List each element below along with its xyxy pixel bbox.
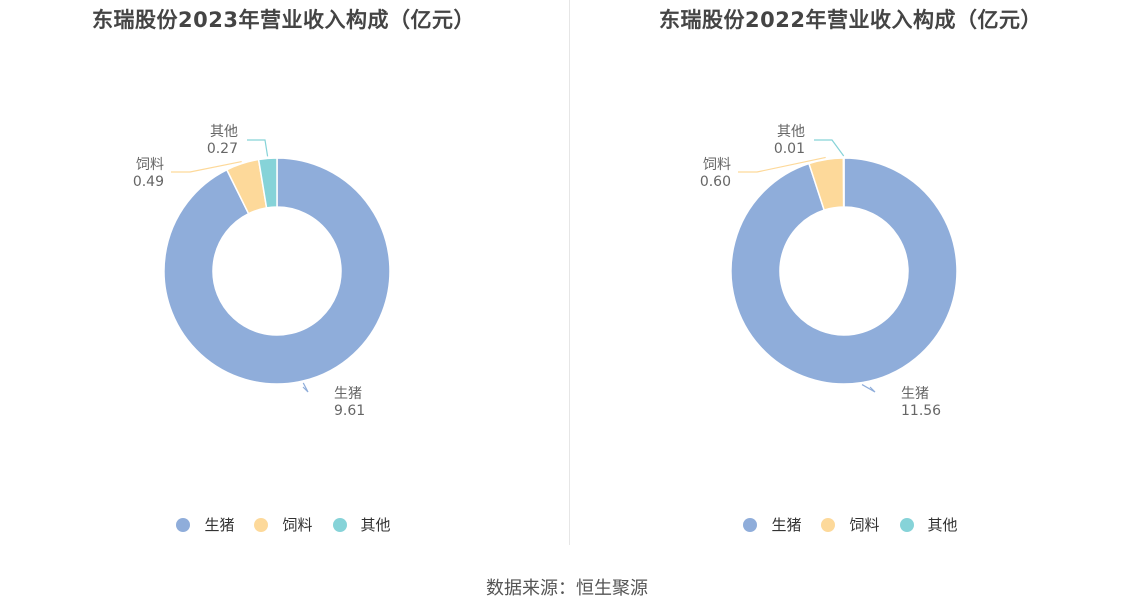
legend-item-feed[interactable]: 饲料 (821, 514, 880, 535)
label-leader-line (738, 156, 826, 173)
slice-label-name: 饲料 (703, 157, 731, 173)
chart-panel-2023: 东瑞股份2023年营业收入构成（亿元） 生猪 9.61 饲料 0.49 其他 0.27 生… (0, 0, 567, 545)
legend-label: 饲料 (849, 516, 880, 534)
legend-item-pig[interactable]: 生猪 (176, 514, 234, 535)
slice-label-value: 11.56 (901, 403, 941, 419)
chart-title: 东瑞股份2023年营业收入构成（亿元） (92, 8, 475, 32)
chart-legend: 生猪 饲料 其他 (0, 514, 567, 535)
legend-marker (821, 517, 836, 532)
legend-label: 生猪 (771, 516, 802, 534)
panel-divider (569, 0, 570, 545)
slice-label-value: 0.01 (774, 141, 805, 157)
chart-title: 东瑞股份2022年营业收入构成（亿元） (659, 8, 1042, 32)
slice-label-value: 9.61 (334, 403, 365, 419)
label-leader-line (171, 160, 242, 173)
slice-other[interactable] (842, 157, 845, 208)
slice-pig[interactable] (730, 157, 958, 385)
legend-label: 生猪 (204, 516, 235, 534)
slice-label-name: 饲料 (136, 157, 164, 173)
label-leader-line (302, 382, 309, 393)
legend-item-other[interactable]: 其他 (899, 514, 958, 535)
legend-marker (332, 517, 347, 532)
slice-label-name: 其他 (777, 124, 805, 140)
chart-panel-2022: 东瑞股份2022年营业收入构成（亿元） 生猪 11.56 饲料 0.60 其他 0.01 … (567, 0, 1134, 545)
legend-marker (176, 517, 191, 532)
slice-label-value: 0.49 (133, 174, 164, 190)
slice-label-value: 0.27 (207, 141, 238, 157)
legend-item-pig[interactable]: 生猪 (743, 514, 801, 535)
legend-label: 其他 (927, 516, 958, 534)
legend-marker (254, 517, 269, 532)
slice-pig[interactable] (163, 157, 391, 385)
legend-label: 饲料 (282, 516, 313, 534)
legend-marker (899, 517, 914, 532)
slice-label-name: 生猪 (334, 386, 362, 402)
slice-label-name: 生猪 (901, 386, 929, 402)
slice-label-value: 0.60 (700, 174, 731, 190)
label-leader-line (861, 384, 876, 393)
slice-label-name: 其他 (210, 124, 238, 140)
legend-item-other[interactable]: 其他 (332, 514, 391, 535)
slice-other[interactable] (257, 157, 278, 209)
chart-legend: 生猪 饲料 其他 (567, 514, 1134, 535)
legend-label: 其他 (360, 516, 391, 534)
source-note: 数据来源：恒生聚源 (486, 578, 648, 599)
label-leader-line (247, 139, 269, 157)
label-leader-line (814, 139, 845, 157)
legend-marker (743, 517, 758, 532)
donut-chart: 生猪9.61 饲料0.49 其他0.27 (133, 124, 391, 419)
legend-item-feed[interactable]: 饲料 (254, 514, 313, 535)
